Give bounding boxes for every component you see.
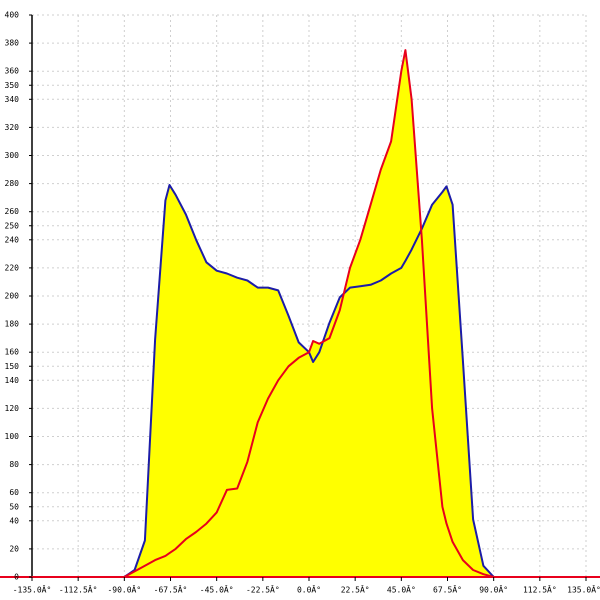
- y-tick-label: 20: [9, 544, 19, 553]
- y-tick-label: 220: [5, 263, 20, 272]
- x-tick-label: 0.0Â°: [297, 584, 321, 595]
- y-tick-label: 380: [5, 39, 20, 48]
- y-tick-label: 150: [5, 362, 20, 371]
- y-tick-label: 180: [5, 320, 20, 329]
- y-tick-label: 250: [5, 221, 20, 230]
- y-tick-label: 280: [5, 179, 20, 188]
- labels: 0 20 40 50 60 80 100 120 140 150 160 180 200 220 240 25…: [5, 11, 600, 595]
- y-tick-label: 40: [9, 516, 19, 525]
- y-tick-label: 140: [5, 376, 20, 385]
- y-tick-label: 320: [5, 123, 20, 132]
- y-tick-label: 120: [5, 404, 20, 413]
- area-fill: [114, 50, 504, 578]
- x-tick-label: 90.0Â°: [479, 584, 508, 595]
- y-tick-label: 50: [9, 502, 19, 511]
- y-tick-label: 360: [5, 67, 20, 76]
- areas: [114, 50, 504, 578]
- x-tick-label: -67.5Â°: [154, 584, 188, 595]
- x-tick-label: -22.5Â°: [246, 584, 280, 595]
- y-tick-label: 260: [5, 207, 20, 216]
- x-tick-label: 135.0Â°: [567, 584, 600, 595]
- lines: [114, 49, 504, 578]
- y-tick-label: 60: [9, 488, 19, 497]
- y-tick-label: 350: [5, 81, 20, 90]
- x-tick-label: 45.0Â°: [387, 584, 416, 595]
- y-tick-label: 100: [5, 432, 20, 441]
- y-tick-label: 240: [5, 235, 20, 244]
- y-tick-label: 400: [5, 11, 20, 20]
- y-tick-label: 80: [9, 460, 19, 469]
- series-line: [114, 49, 504, 578]
- x-tick-label: 22.5Â°: [341, 584, 370, 595]
- x-tick-label: -45.0Â°: [200, 584, 234, 595]
- x-tick-label: -135.0Â°: [13, 584, 52, 595]
- x-tick-label: 67.5Â°: [433, 584, 462, 595]
- y-tick-label: 300: [5, 151, 20, 160]
- x-tick-label: 112.5Â°: [523, 584, 557, 595]
- y-tick-label: 160: [5, 348, 20, 357]
- y-tick-label: 340: [5, 95, 20, 104]
- series-line: [114, 184, 504, 578]
- y-tick-label: 200: [5, 292, 20, 301]
- y-tick-label: 0: [14, 573, 19, 582]
- x-tick-label: -112.5Â°: [59, 584, 98, 595]
- x-tick-label: -90.0Â°: [107, 584, 141, 595]
